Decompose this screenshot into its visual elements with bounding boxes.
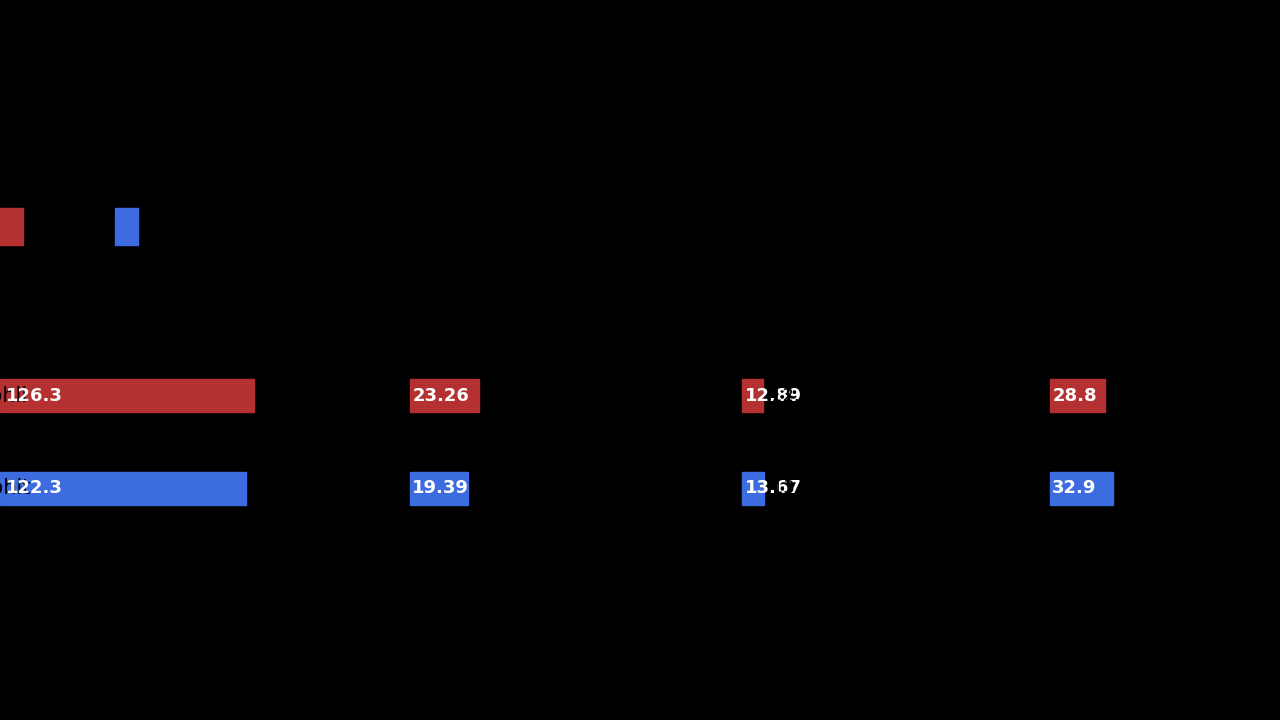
Bar: [742, 379, 763, 413]
Text: Boundary%: Boundary%: [742, 294, 863, 314]
Bar: [0, 208, 23, 245]
Text: 13.67: 13.67: [745, 480, 801, 498]
Text: 23.26: 23.26: [412, 387, 468, 405]
Text: RPI: RPI: [410, 294, 443, 314]
Text: Rohit: Rohit: [147, 217, 197, 236]
Text: 126.3: 126.3: [6, 387, 63, 405]
Text: 19.39: 19.39: [412, 480, 468, 498]
Bar: [0, 379, 253, 413]
Text: 13.67: 13.67: [772, 480, 823, 498]
Text: 19.39: 19.39: [475, 480, 527, 498]
Text: Dot %: Dot %: [1050, 294, 1112, 314]
Text: 32.9: 32.9: [1120, 480, 1161, 498]
Bar: [1050, 472, 1112, 505]
Text: 12.89: 12.89: [771, 387, 822, 405]
Bar: [410, 472, 467, 505]
Bar: [1050, 379, 1105, 413]
Bar: [410, 379, 479, 413]
Text: 28.8: 28.8: [1052, 387, 1097, 405]
Text: Kohli: Kohli: [32, 217, 79, 236]
Text: 12.89: 12.89: [745, 387, 803, 405]
Text: Rohit: Rohit: [0, 478, 31, 498]
Text: 122.3: 122.3: [6, 480, 63, 498]
Text: SR: SR: [0, 294, 28, 314]
Text: 32.9: 32.9: [1052, 480, 1097, 498]
Bar: [115, 208, 138, 245]
Bar: [742, 472, 764, 505]
Text: 23.26: 23.26: [486, 387, 539, 405]
Text: Kohli: Kohli: [0, 386, 27, 406]
Text: 28.8: 28.8: [1112, 387, 1152, 405]
Bar: [0, 472, 246, 505]
Text: Virat vs Rohit in MO: Virat vs Rohit in MO: [15, 162, 485, 204]
